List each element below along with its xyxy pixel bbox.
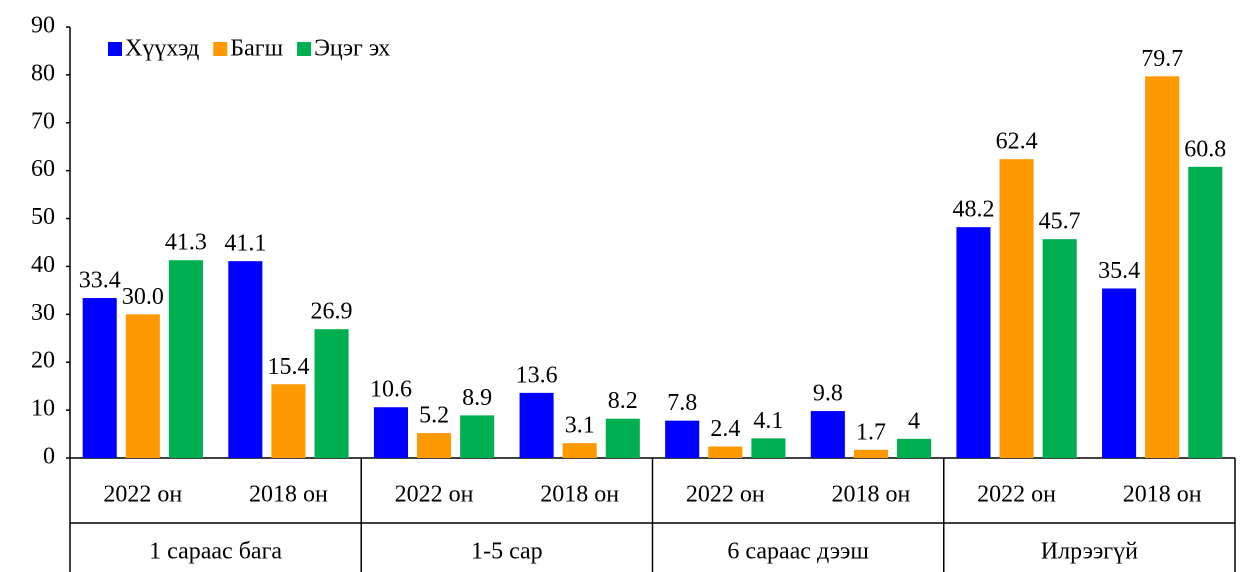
bar <box>708 446 743 458</box>
y-tick-label: 40 <box>31 252 55 278</box>
bar <box>417 433 452 458</box>
bar <box>853 449 888 458</box>
bar <box>228 261 263 458</box>
x-tick-label: 2022 он <box>977 482 1056 508</box>
data-label: 60.8 <box>1184 136 1226 162</box>
bar <box>82 298 117 458</box>
y-tick-label: 30 <box>31 300 55 326</box>
bar <box>1188 166 1223 458</box>
bar <box>956 227 991 458</box>
data-label: 41.1 <box>224 231 266 257</box>
bar <box>897 438 932 458</box>
bar <box>605 418 640 458</box>
data-label: 79.7 <box>1141 46 1183 72</box>
data-label: 26.9 <box>311 299 353 325</box>
y-tick-label: 80 <box>31 60 55 86</box>
y-tick-label: 60 <box>31 156 55 182</box>
data-label: 33.4 <box>79 268 121 294</box>
x-tick-label: 2018 он <box>249 482 328 508</box>
group-label: Илрээгүй <box>1041 539 1138 565</box>
legend-label: Эцэг эх <box>314 36 390 62</box>
group-label: 6 сараас дээш <box>727 539 869 565</box>
data-label: 7.8 <box>667 390 697 416</box>
data-label: 62.4 <box>996 129 1038 155</box>
bar <box>314 329 349 458</box>
legend-label: Хүүхэд <box>125 36 199 62</box>
legend-swatch <box>297 42 312 56</box>
bar <box>562 443 597 458</box>
y-tick-label: 20 <box>31 348 55 374</box>
data-label: 13.6 <box>516 362 558 388</box>
group-label: 1-5 сар <box>471 539 543 565</box>
data-label: 8.2 <box>608 388 638 414</box>
data-label: 8.9 <box>462 385 492 411</box>
bar <box>751 438 786 458</box>
bar <box>519 392 554 458</box>
bar <box>373 407 408 458</box>
data-label: 10.6 <box>370 377 412 403</box>
x-tick-label: 2018 он <box>540 482 619 508</box>
x-tick-label: 2018 он <box>832 482 911 508</box>
x-tick-label: 2018 он <box>1123 482 1202 508</box>
bar <box>1042 239 1077 458</box>
bar <box>1102 288 1137 458</box>
bar <box>665 420 700 458</box>
y-tick-label: 50 <box>31 204 55 230</box>
y-tick-label: 90 <box>31 13 55 39</box>
bar <box>460 415 495 458</box>
y-tick-label: 0 <box>43 444 55 470</box>
data-label: 48.2 <box>952 197 994 223</box>
data-label: 15.4 <box>267 354 309 380</box>
bar <box>810 411 845 458</box>
data-label: 3.1 <box>565 413 595 439</box>
bar <box>271 384 306 458</box>
legend-swatch <box>108 42 122 56</box>
x-tick-label: 2022 он <box>103 482 182 508</box>
data-label: 4.1 <box>753 408 783 434</box>
data-label: 2.4 <box>710 416 740 442</box>
x-tick-label: 2022 он <box>395 482 474 508</box>
data-label: 30.0 <box>122 284 164 310</box>
data-label: 4 <box>908 408 920 434</box>
bar <box>168 260 203 458</box>
legend-label: Багш <box>230 36 283 62</box>
data-label: 41.3 <box>165 230 207 256</box>
y-tick-label: 10 <box>31 396 55 422</box>
data-label: 5.2 <box>419 403 449 429</box>
y-tick-label: 70 <box>31 108 55 134</box>
legend-swatch <box>213 42 228 56</box>
data-label: 35.4 <box>1098 258 1140 284</box>
x-tick-label: 2022 он <box>686 482 765 508</box>
data-label: 45.7 <box>1039 209 1081 235</box>
bar <box>1145 76 1180 458</box>
bar <box>125 314 160 458</box>
bar <box>999 159 1034 458</box>
data-label: 1.7 <box>856 419 886 445</box>
group-label: 1 сараас бага <box>149 539 282 565</box>
data-label: 9.8 <box>813 381 843 407</box>
